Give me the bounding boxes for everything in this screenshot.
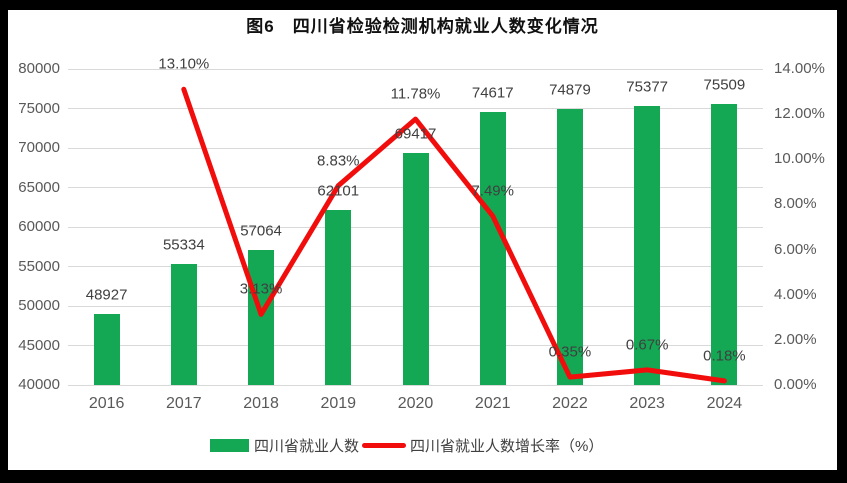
- line-series-swatch: [362, 443, 406, 448]
- chart-legend: 四川省就业人数 四川省就业人数增长率（%）: [0, 435, 847, 455]
- legend-item-line-series: 四川省就业人数增长率（%）: [362, 435, 603, 456]
- chart-canvas: [8, 10, 837, 470]
- legend-item-bar-series: 四川省就业人数: [210, 435, 359, 456]
- bar-series-swatch: [210, 439, 249, 452]
- legend-label-line-series: 四川省就业人数增长率（%）: [410, 438, 604, 455]
- chart-title: 图6 四川省检验检测机构就业人数变化情况: [246, 17, 599, 36]
- legend-label-bar-series: 四川省就业人数: [254, 438, 360, 455]
